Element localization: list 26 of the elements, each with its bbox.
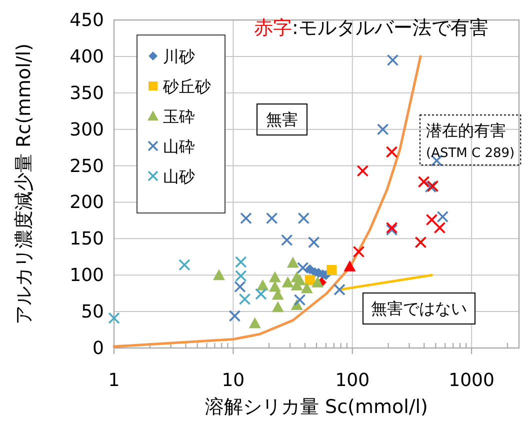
y-tick-label: 150 xyxy=(70,228,104,250)
legend-label: 玉砕 xyxy=(163,107,195,126)
legend-label: 砂丘砂 xyxy=(162,77,211,96)
y-tick-label: 200 xyxy=(70,192,104,214)
y-tick-label: 50 xyxy=(81,302,104,323)
y-tick-label: 0 xyxy=(92,338,104,359)
legend-label: 山砕 xyxy=(163,137,195,156)
x-tick-label: 1 xyxy=(108,370,120,391)
y-axis-title: アルカリ濃度減少量 Rc(mmol/l) xyxy=(13,43,35,325)
y-tick-label: 250 xyxy=(70,156,104,177)
annotation: :モルタルバー法で有害 xyxy=(292,17,488,39)
x-axis-title: 溶解シリカ量 Sc(mmol/l) xyxy=(205,396,428,418)
annotation: 無害 xyxy=(266,110,298,129)
x-tick-label: 100 xyxy=(335,370,370,391)
annotation: 赤字 xyxy=(254,17,292,39)
legend-label: 川砂 xyxy=(163,47,195,66)
y-tick-label: 100 xyxy=(70,265,104,286)
legend-label: 山砂 xyxy=(163,167,195,186)
y-tick-label: 300 xyxy=(70,119,104,140)
y-tick-label: 450 xyxy=(70,10,104,31)
annotation: 潜在的有害 (ASTM C 289) xyxy=(426,121,515,161)
x-tick-label: 1000 xyxy=(448,370,494,391)
annotation: 無害ではない xyxy=(371,299,467,318)
y-tick-label: 350 xyxy=(70,82,104,104)
x-tick-label: 10 xyxy=(222,370,245,391)
y-tick-label: 400 xyxy=(70,46,104,68)
